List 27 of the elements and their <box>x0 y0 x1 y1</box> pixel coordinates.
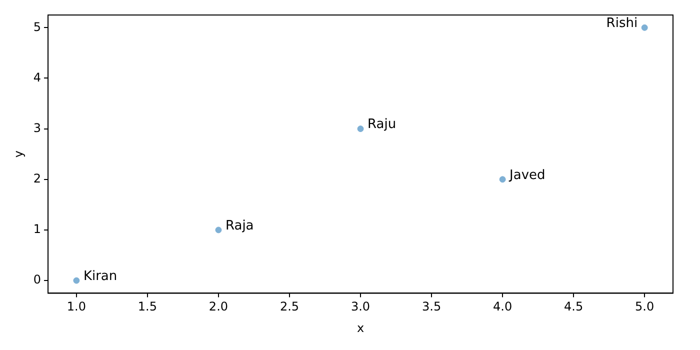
x-tick-label: 1.5 <box>138 300 158 314</box>
y-axis-title: y <box>11 150 26 158</box>
y-tick-label: 2 <box>33 172 42 186</box>
x-tick-label: 2.5 <box>280 300 300 314</box>
y-tick-label: 3 <box>33 120 42 135</box>
y-tick-label: 1 <box>33 222 42 236</box>
annotation: Javed <box>508 168 546 183</box>
y-tick-label: 0 <box>33 272 42 287</box>
y-tick-label: 5 <box>33 20 42 34</box>
x-tick-label: 2.0 <box>208 300 228 314</box>
point <box>357 126 364 132</box>
point <box>73 277 80 284</box>
x-tick-label: 4.0 <box>493 300 512 314</box>
annotation: Kiran <box>83 268 118 284</box>
x-tick-label: 3.5 <box>422 300 442 314</box>
annotation: Raju <box>368 117 396 132</box>
x-tick-label: 1.0 <box>66 300 86 314</box>
point <box>215 226 222 234</box>
point <box>499 176 506 183</box>
annotation: Rishi <box>606 16 638 32</box>
x-tick-label: 3.0 <box>350 300 370 314</box>
x-tick-label: 4.5 <box>564 300 584 314</box>
point <box>641 24 648 31</box>
x-axis-title: x <box>356 320 364 335</box>
x-tick-label: 5.0 <box>635 300 654 314</box>
y-tick-label: 4 <box>33 70 42 84</box>
annotation: Raja <box>225 218 254 234</box>
